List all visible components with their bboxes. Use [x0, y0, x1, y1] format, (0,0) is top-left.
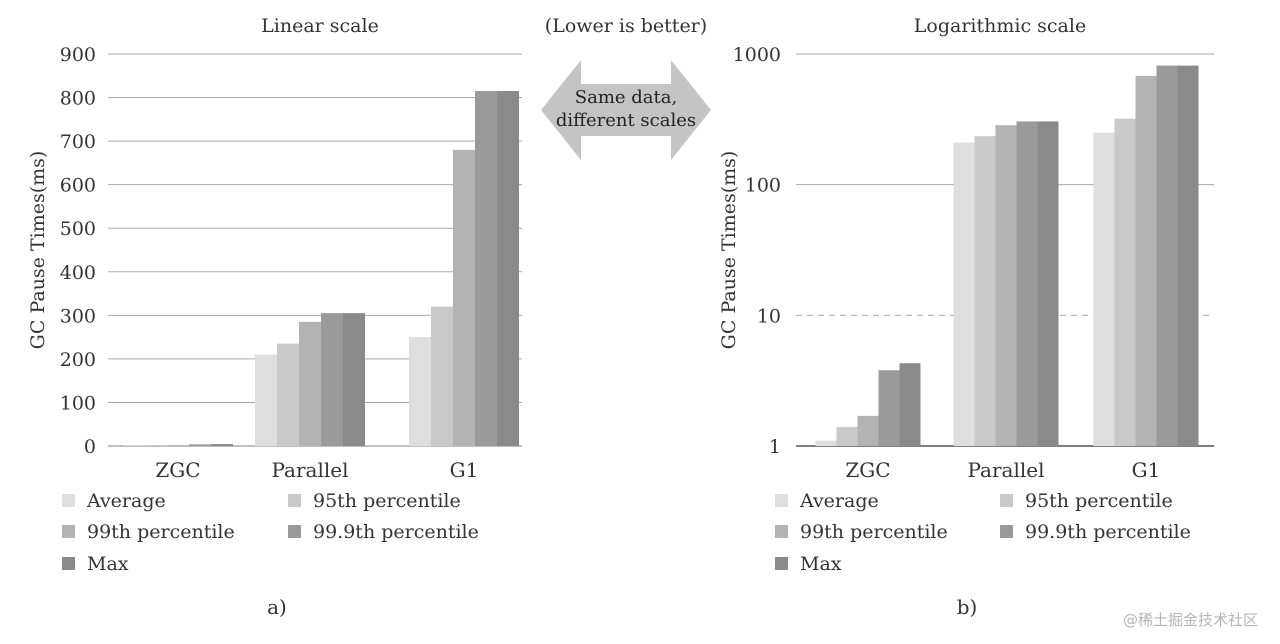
legend-swatch [62, 557, 75, 570]
watermark: @稀土掘金技术社区 [1122, 611, 1258, 629]
header-note: (Lower is better) [545, 15, 707, 37]
y-tick-label: 300 [60, 305, 96, 327]
bar [995, 125, 1017, 446]
legend-label: 99th percentile [87, 521, 235, 543]
bar [167, 445, 189, 446]
y-tick-label: 1000 [733, 44, 781, 66]
legend-item: 99th percentile [62, 521, 235, 543]
bar [974, 136, 996, 446]
bar [277, 343, 299, 446]
y-tick-label: 10 [757, 305, 781, 327]
legend-swatch [288, 525, 301, 538]
y-tick-label: 500 [60, 218, 96, 240]
bar [475, 91, 497, 447]
y-tick-label: 400 [60, 262, 96, 284]
log-chart: Logarithmic scale GC Pause Times(ms) 1 10… [718, 15, 1214, 619]
legend-swatch [62, 525, 75, 538]
bar [857, 415, 879, 446]
bar [409, 337, 431, 446]
bar [1135, 75, 1157, 447]
bar [899, 363, 921, 446]
bar [189, 444, 211, 446]
y-tick-label: 900 [60, 44, 96, 66]
legend-item: Average [62, 490, 166, 512]
bar [1177, 65, 1199, 447]
x-tick-label: G1 [450, 458, 479, 482]
linear-chart: Linear scale GC Pause Times(ms) 0 100 200 3… [27, 15, 522, 619]
y-tick-label: 0 [84, 436, 96, 458]
bar [255, 354, 277, 446]
bar [343, 313, 365, 446]
x-tick-label: ZGC [155, 458, 200, 482]
legend-swatch [775, 557, 788, 570]
legend-item: 99th percentile [775, 521, 948, 543]
legend-swatch [775, 525, 788, 538]
legend-label: Max [800, 553, 842, 575]
legend-swatch [1000, 494, 1013, 507]
bar [211, 444, 233, 446]
bar [431, 306, 453, 446]
legend-item: 95th percentile [1000, 490, 1173, 512]
bar [497, 91, 519, 447]
legend-label: 99.9th percentile [1025, 521, 1191, 543]
y-axis-label: GC Pause Times(ms) [718, 151, 740, 350]
bar [453, 149, 475, 447]
legend-item: Max [775, 553, 842, 575]
legend-label: 95th percentile [313, 490, 461, 512]
legend-swatch [288, 494, 301, 507]
double-arrow-icon: Same data, different scales [541, 60, 711, 160]
arrow-label-line-2: different scales [556, 110, 696, 131]
legend-label: Average [86, 490, 166, 512]
y-tick-label: 200 [60, 349, 96, 371]
x-tick-label: Parallel [272, 458, 349, 482]
bar [1156, 65, 1178, 447]
panel-caption: a) [267, 595, 287, 619]
arrow-label-line-1: Same data, [575, 87, 677, 108]
legend-label: Average [799, 490, 879, 512]
bar [878, 370, 900, 446]
x-tick-label: Parallel [968, 458, 1045, 482]
legend-label: 95th percentile [1025, 490, 1173, 512]
x-tick-label: G1 [1132, 458, 1161, 482]
panel-caption: b) [957, 595, 978, 619]
legend-swatch [1000, 525, 1013, 538]
legend-swatch [775, 494, 788, 507]
bar [836, 426, 858, 446]
chart-title: Linear scale [261, 15, 379, 37]
legend-label: Max [87, 553, 129, 575]
y-tick-label: 1 [769, 436, 781, 458]
bar [299, 321, 321, 446]
bar [145, 445, 167, 446]
y-tick-label: 800 [60, 88, 96, 110]
bar [953, 142, 975, 446]
y-tick-label: 700 [60, 131, 96, 153]
y-tick-label: 600 [60, 175, 96, 197]
y-tick-label: 100 [745, 175, 781, 197]
chart-title: Logarithmic scale [914, 15, 1086, 37]
bar [1093, 132, 1115, 446]
legend-swatch [62, 494, 75, 507]
bar [1016, 121, 1038, 446]
x-tick-label: ZGC [845, 458, 890, 482]
legend-item: Average [775, 490, 879, 512]
bar [1037, 121, 1059, 446]
bar [815, 440, 837, 446]
legend-item: Max [62, 553, 129, 575]
legend-label: 99.9th percentile [313, 521, 479, 543]
y-axis-label: GC Pause Times(ms) [27, 151, 49, 350]
y-tick-label: 100 [60, 392, 96, 414]
bar [321, 313, 343, 446]
legend-label: 99th percentile [800, 521, 948, 543]
legend-item: 99.9th percentile [1000, 521, 1191, 543]
bar [1114, 118, 1136, 446]
legend-item: 99.9th percentile [288, 521, 479, 543]
legend-item: 95th percentile [288, 490, 461, 512]
